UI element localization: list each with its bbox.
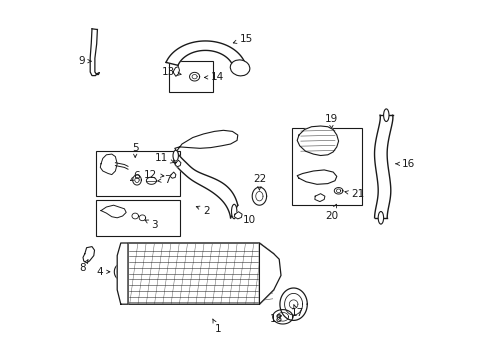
Text: 17: 17: [291, 305, 304, 318]
Text: 1: 1: [213, 319, 221, 334]
Polygon shape: [297, 170, 337, 184]
Text: 16: 16: [396, 159, 415, 169]
Ellipse shape: [384, 109, 389, 122]
Bar: [96, 200, 180, 236]
Ellipse shape: [173, 150, 178, 161]
Polygon shape: [297, 126, 339, 156]
Text: 7: 7: [158, 175, 171, 185]
Polygon shape: [117, 243, 128, 304]
Polygon shape: [315, 194, 325, 202]
Ellipse shape: [231, 204, 237, 219]
Polygon shape: [101, 205, 126, 218]
Text: 2: 2: [196, 206, 210, 216]
Polygon shape: [374, 115, 393, 218]
Text: 18: 18: [270, 314, 283, 324]
Text: 11: 11: [154, 153, 174, 163]
Text: 21: 21: [345, 189, 365, 199]
Text: 14: 14: [204, 72, 224, 82]
Ellipse shape: [378, 211, 384, 224]
Polygon shape: [173, 67, 179, 76]
Polygon shape: [234, 212, 242, 219]
Text: 4: 4: [96, 267, 110, 277]
Text: 9: 9: [78, 56, 91, 66]
Polygon shape: [174, 151, 238, 218]
Polygon shape: [175, 130, 238, 151]
Text: 6: 6: [130, 171, 140, 181]
Text: 3: 3: [145, 220, 158, 230]
Text: 22: 22: [253, 174, 266, 190]
Text: 10: 10: [237, 215, 256, 225]
Ellipse shape: [230, 60, 250, 76]
Polygon shape: [259, 243, 281, 304]
Polygon shape: [170, 172, 176, 178]
Text: 20: 20: [325, 204, 338, 221]
Text: 5: 5: [132, 143, 139, 157]
Bar: [170, 61, 213, 92]
Text: 8: 8: [80, 260, 88, 273]
Bar: [96, 151, 180, 196]
Polygon shape: [100, 154, 117, 175]
Polygon shape: [166, 41, 246, 69]
Text: 12: 12: [144, 170, 164, 180]
Text: 15: 15: [233, 33, 253, 44]
Text: 13: 13: [162, 67, 181, 77]
Polygon shape: [175, 160, 181, 167]
Text: 19: 19: [325, 114, 338, 129]
Bar: [292, 128, 362, 205]
